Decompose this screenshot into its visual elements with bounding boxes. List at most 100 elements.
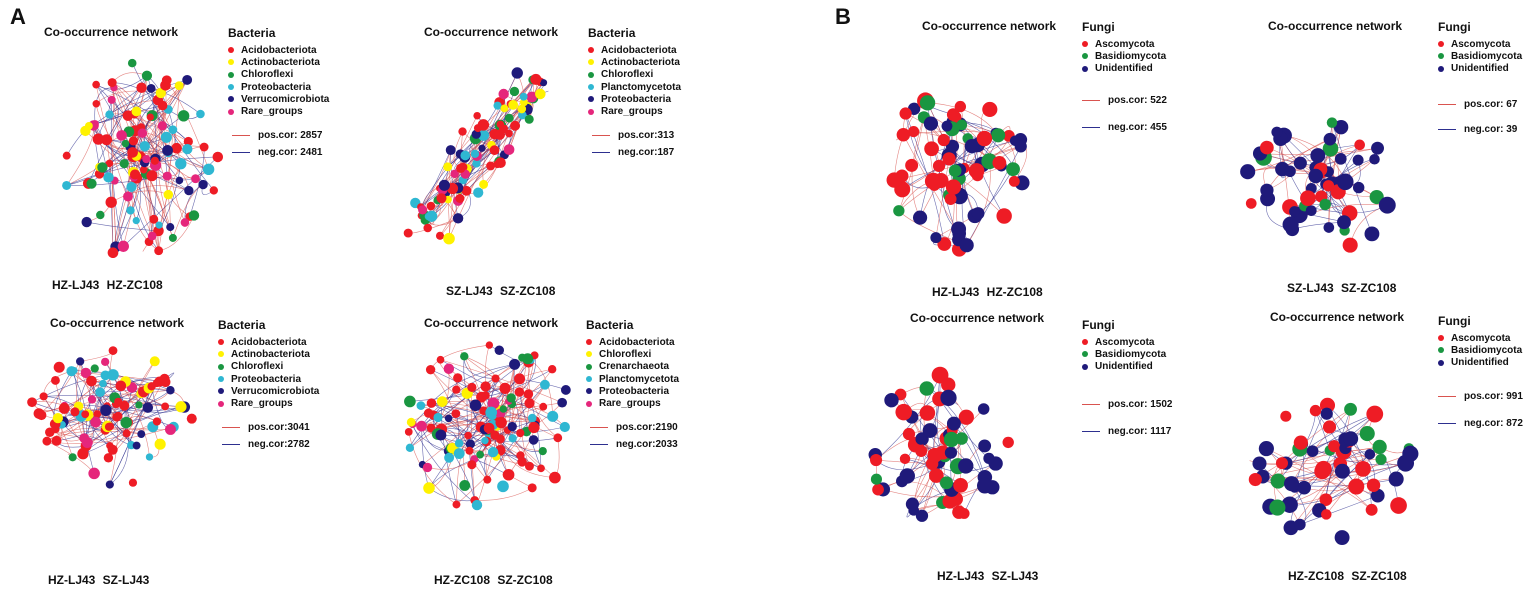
- network-edge: [1281, 409, 1351, 464]
- network-node: [155, 221, 163, 229]
- network-edge: [430, 369, 466, 486]
- network-node: [1245, 198, 1257, 209]
- network-node: [191, 174, 200, 184]
- network-node: [1333, 119, 1349, 135]
- network-node: [180, 218, 190, 227]
- network-node: [175, 158, 187, 170]
- network-node: [992, 155, 1007, 170]
- network-node: [107, 78, 117, 88]
- legend-label: Acidobacteriota: [241, 44, 317, 56]
- network-node: [146, 113, 154, 121]
- legend-label: Basidiomycota: [1451, 344, 1523, 356]
- network-edge: [146, 79, 188, 160]
- network-node: [149, 214, 159, 224]
- network-node: [422, 462, 433, 473]
- network-node: [870, 473, 883, 485]
- network-edge: [410, 422, 478, 506]
- network-node: [1281, 496, 1298, 513]
- network-node: [905, 497, 919, 511]
- network-node: [930, 232, 942, 244]
- network-node: [1371, 141, 1384, 155]
- network-node: [103, 172, 114, 183]
- legend-title: Fungi: [1438, 314, 1471, 328]
- network-node: [1002, 436, 1014, 449]
- network-node: [500, 104, 509, 113]
- network-node: [942, 494, 958, 509]
- network-edge: [527, 362, 558, 439]
- network-node: [27, 397, 37, 408]
- network-node: [1334, 530, 1350, 546]
- legend-label: Rare_groups: [601, 106, 663, 118]
- network-node: [163, 189, 174, 200]
- network-node: [36, 410, 47, 421]
- negative-correlation-label: neg.cor:187: [592, 147, 681, 158]
- network-node: [539, 402, 548, 411]
- network-node: [436, 355, 445, 364]
- legend-swatch: [1082, 351, 1088, 358]
- network-edge: [93, 125, 112, 203]
- network-node: [166, 223, 175, 232]
- network-node: [530, 73, 542, 85]
- legend-item: Verrucomicrobiota: [228, 93, 329, 105]
- network-edge: [420, 149, 452, 208]
- network-node: [453, 448, 465, 459]
- network-node: [473, 111, 481, 120]
- network-node: [479, 179, 489, 189]
- network-edge: [114, 390, 171, 404]
- network-graph: [403, 67, 549, 245]
- network-node: [162, 171, 172, 181]
- positive-correlation-label: pos.cor: 2857: [232, 130, 329, 141]
- network-node: [1006, 162, 1020, 177]
- network-node: [869, 453, 883, 467]
- network-node: [84, 121, 93, 130]
- network-edge: [109, 113, 189, 142]
- positive-correlation-label: pos.cor:313: [592, 130, 681, 141]
- network-node: [915, 509, 929, 522]
- network-node: [198, 179, 208, 190]
- legend-item: Basidiomycota: [1438, 50, 1522, 62]
- legend-label: Ascomycota: [1451, 332, 1511, 344]
- network-node: [1269, 499, 1286, 516]
- network-node: [480, 381, 491, 392]
- network-node: [1322, 420, 1337, 434]
- network-node: [517, 104, 527, 114]
- network-node: [146, 170, 158, 182]
- negative-edge-swatch: [1082, 126, 1100, 128]
- network-node: [123, 191, 133, 202]
- network-node: [142, 154, 151, 164]
- network-node: [164, 423, 176, 435]
- network-node: [516, 451, 525, 460]
- network-node: [209, 186, 218, 195]
- network-node: [476, 450, 485, 459]
- network-node: [953, 478, 968, 493]
- positive-edge-swatch: [590, 426, 608, 428]
- network-node: [509, 358, 521, 370]
- network-edge: [882, 485, 985, 498]
- legend-swatch: [1438, 41, 1444, 48]
- network-node: [1366, 405, 1384, 423]
- legend: Fungi Ascomycota Basidiomycota Unidentifie…: [1082, 20, 1167, 133]
- network-node: [62, 180, 72, 190]
- network-node: [983, 452, 995, 464]
- network-edge: [131, 63, 215, 191]
- network-node: [433, 412, 443, 423]
- network-node: [105, 110, 114, 119]
- legend-label: Ascomycota: [1095, 336, 1155, 348]
- network-node: [1310, 148, 1326, 164]
- network-edge: [457, 72, 518, 201]
- network-node: [516, 428, 525, 438]
- legend-item: Ascomycota: [1082, 38, 1167, 50]
- network-node: [464, 431, 472, 440]
- network-node: [494, 129, 506, 140]
- network-caption: HZ-LJ43 HZ-ZC108: [52, 278, 163, 292]
- network-node: [549, 471, 561, 484]
- network-node: [991, 128, 1006, 143]
- network-node: [497, 480, 509, 493]
- network-node: [915, 433, 927, 445]
- network-edge: [1299, 448, 1372, 511]
- legend-swatch: [1082, 65, 1088, 72]
- legend-label: Planctomycetota: [601, 81, 682, 93]
- network-node: [184, 185, 194, 196]
- legend-label: Crenarchaeota: [599, 361, 670, 373]
- network-node: [472, 159, 481, 168]
